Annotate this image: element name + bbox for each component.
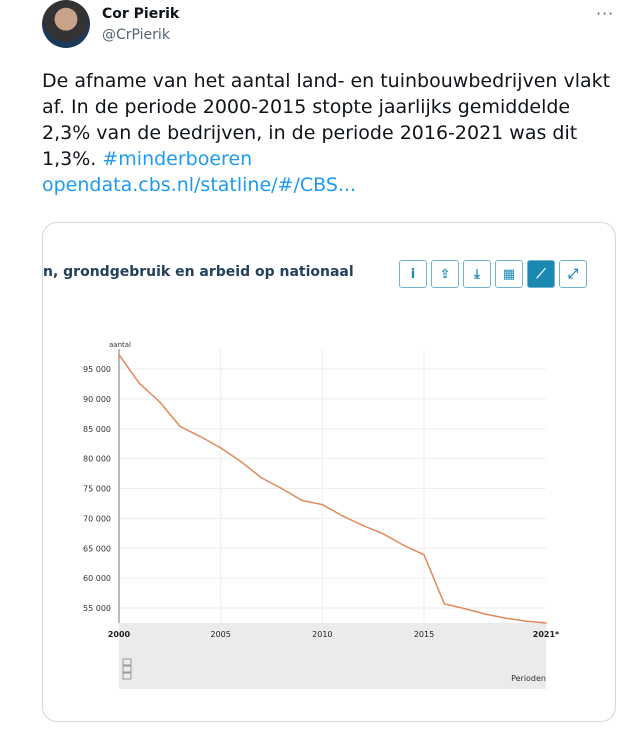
table-icon[interactable]: ▦ bbox=[495, 260, 523, 288]
line-chart-icon[interactable]: ⟋ bbox=[527, 260, 555, 288]
data-point bbox=[402, 544, 405, 547]
share-icon[interactable]: ⇪ bbox=[431, 260, 459, 288]
x-tick-label: 2010 bbox=[312, 630, 332, 639]
avatar[interactable] bbox=[42, 0, 90, 48]
data-point bbox=[524, 620, 527, 622]
y-axis-label: aantal bbox=[109, 341, 131, 349]
y-tick-label: 75 000 bbox=[83, 485, 111, 494]
data-point bbox=[545, 622, 547, 624]
x-tick-label: 2000 bbox=[108, 630, 131, 639]
data-point bbox=[158, 401, 161, 403]
chart-toolbar: i ⇪ ⤓ ▦ ⟋ ⤢ bbox=[399, 260, 587, 288]
x-tick-label: 2015 bbox=[414, 630, 434, 639]
y-tick-label: 70 000 bbox=[83, 514, 111, 523]
info-icon[interactable]: i bbox=[399, 260, 427, 288]
more-options-icon[interactable]: ··· bbox=[596, 4, 615, 23]
data-line bbox=[118, 354, 547, 624]
download-icon[interactable]: ⤓ bbox=[463, 260, 491, 288]
media-card[interactable]: n, grondgebruik en arbeid op nationaal i… bbox=[42, 222, 616, 722]
tweet-body: De afname van het aantal land- en tuinbo… bbox=[42, 70, 611, 170]
data-point bbox=[301, 499, 303, 502]
y-tick-label: 90 000 bbox=[83, 395, 111, 404]
data-point bbox=[504, 617, 507, 619]
hashtag-link[interactable]: #minderboeren bbox=[102, 148, 253, 170]
data-point bbox=[199, 435, 202, 438]
x-tick-label: 2005 bbox=[210, 630, 230, 639]
cbs-logo-icon bbox=[122, 658, 132, 680]
axis-band bbox=[119, 623, 546, 689]
chart-page-title: n, grondgebruik en arbeid op nationaal bbox=[43, 264, 354, 280]
data-point bbox=[362, 524, 364, 527]
x-axis-label: Perioden bbox=[511, 674, 546, 683]
data-point bbox=[321, 503, 324, 506]
y-tick-label: 95 000 bbox=[83, 365, 111, 374]
y-tick-label: 80 000 bbox=[83, 455, 111, 464]
data-point bbox=[260, 476, 263, 479]
data-point bbox=[463, 607, 466, 610]
data-point bbox=[341, 515, 344, 517]
data-point bbox=[179, 425, 181, 428]
data-point bbox=[423, 554, 425, 556]
data-point bbox=[443, 603, 446, 605]
author-name[interactable]: Cor Pierik bbox=[102, 6, 180, 22]
y-tick-label: 55 000 bbox=[83, 604, 111, 613]
data-point bbox=[280, 487, 283, 490]
data-point bbox=[240, 460, 242, 463]
tweet-text: De afname van het aantal land- en tuinbo… bbox=[42, 68, 612, 198]
data-point bbox=[118, 353, 120, 356]
data-point bbox=[484, 613, 486, 615]
line-chart: 55 000 60 000 65 000 70 000 75 000 80 000 85 0… bbox=[83, 341, 560, 689]
x-tick-label: 2021* bbox=[533, 630, 560, 639]
data-point bbox=[138, 382, 141, 385]
y-tick-label: 60 000 bbox=[83, 574, 111, 583]
data-point bbox=[382, 533, 385, 535]
y-tick-label: 85 000 bbox=[83, 425, 111, 434]
expand-icon[interactable]: ⤢ bbox=[559, 260, 587, 288]
y-tick-label: 65 000 bbox=[83, 544, 111, 553]
data-point bbox=[219, 447, 222, 449]
author-handle[interactable]: @CrPierik bbox=[102, 27, 170, 43]
url-link[interactable]: opendata.cbs.nl/statline/#/CBS... bbox=[42, 174, 357, 196]
